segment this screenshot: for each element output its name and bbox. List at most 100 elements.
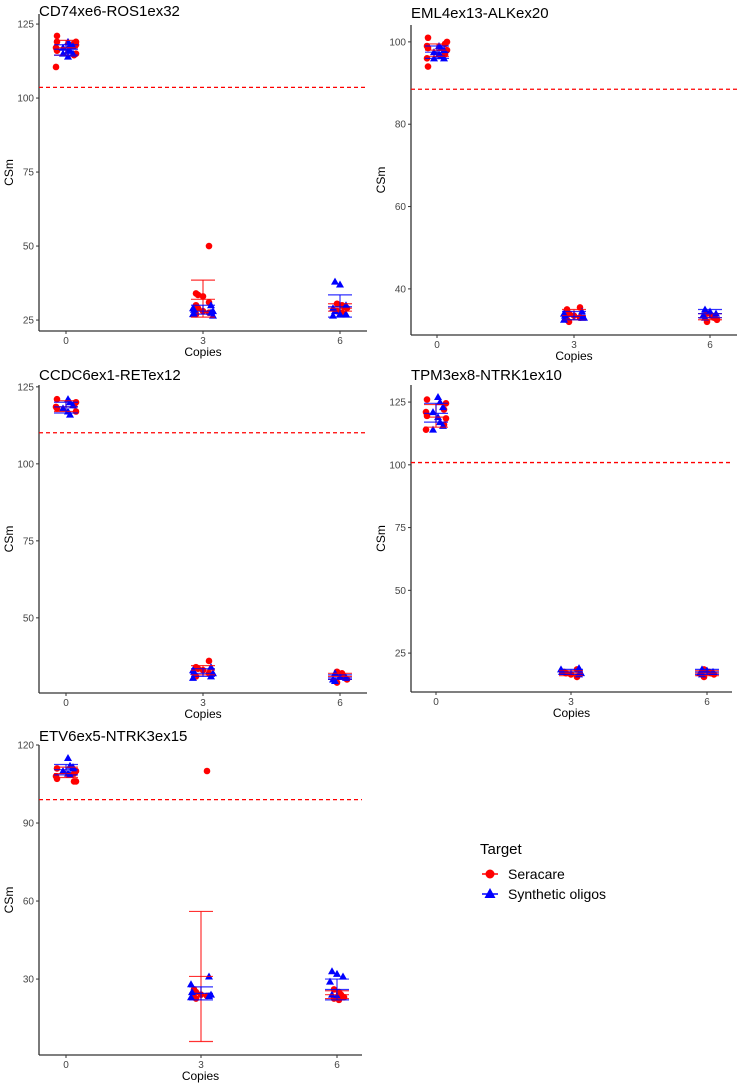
legend-label-synthetic-oligos: Synthetic oligos xyxy=(508,886,606,902)
y-axis-title: CSm xyxy=(2,159,16,186)
y-tick-label: 25 xyxy=(395,649,407,660)
x-tick-label: 6 xyxy=(704,697,710,708)
seracare-point xyxy=(203,767,211,775)
synthetic-oligos-point xyxy=(59,767,67,775)
synthetic-oligos-point xyxy=(331,277,339,285)
x-axis-title: Copies xyxy=(553,706,590,720)
synthetic-oligos-point xyxy=(189,673,197,681)
seracare-point xyxy=(423,396,431,403)
y-tick-label: 120 xyxy=(17,741,34,752)
synthetic-oligos-point xyxy=(578,313,586,321)
panel-title: CD74xe6-ROS1ex32 xyxy=(39,3,180,20)
x-axis-title: Copies xyxy=(555,349,592,363)
y-tick-label: 90 xyxy=(23,819,35,830)
legend: Target Seracare Synthetic oligos xyxy=(480,841,606,902)
synthetic-oligos-point xyxy=(439,403,447,411)
x-tick-label: 3 xyxy=(571,340,577,351)
seracare-point xyxy=(205,657,213,665)
synthetic-oligos-point xyxy=(64,754,72,762)
y-tick-label: 100 xyxy=(389,460,406,471)
seracare-point xyxy=(53,32,61,40)
panel-1: CD74xe6-ROS1ex32 25 50 75 100 125 0 3 6 Copies CSm xyxy=(2,3,367,359)
y-tick-label: 100 xyxy=(17,94,34,105)
seracare-point xyxy=(70,778,78,785)
panel-4: TPM3ex8-NTRK1ex10 25 50 75 100 125 0 3 6 Copies CS… xyxy=(374,367,732,720)
y-tick-label: 50 xyxy=(23,242,35,253)
y-tick-label: 125 xyxy=(17,20,34,31)
x-tick-label: 6 xyxy=(337,698,343,709)
seracare-point xyxy=(205,242,213,250)
legend-circle-icon xyxy=(485,869,495,879)
y-axis-title: CSm xyxy=(374,167,388,194)
x-tick-label: 3 xyxy=(568,697,574,708)
synthetic-oligos-point xyxy=(429,425,437,433)
y-tick-label: 100 xyxy=(17,459,34,470)
seracare-point xyxy=(53,38,61,46)
synthetic-oligos-point xyxy=(205,991,213,999)
y-tick-label: 60 xyxy=(395,202,407,213)
x-tick-label: 0 xyxy=(434,340,440,351)
legend-item-seracare: Seracare xyxy=(482,866,565,882)
y-tick-label: 125 xyxy=(389,398,406,409)
x-tick-label: 3 xyxy=(200,336,206,347)
synthetic-oligos-point xyxy=(434,393,442,401)
panel-2: EML4ex13-ALKex20 40 60 80 100 0 3 6 Copies CSm xyxy=(374,5,737,363)
y-tick-label: 50 xyxy=(23,613,35,624)
panel-3: CCDC6ex1-RETex12 50 75 100 125 0 3 6 Copies CSm xyxy=(2,367,367,721)
synthetic-oligos-point xyxy=(66,410,74,418)
panel-title: TPM3ex8-NTRK1ex10 xyxy=(411,367,562,384)
synthetic-oligos-point xyxy=(331,676,339,684)
x-tick-label: 0 xyxy=(63,336,69,347)
synthetic-oligos-point xyxy=(326,977,334,985)
x-tick-label: 0 xyxy=(433,697,439,708)
x-tick-label: 6 xyxy=(334,1060,340,1071)
x-tick-label: 0 xyxy=(63,698,69,709)
y-tick-label: 30 xyxy=(23,975,35,986)
x-axis-title: Copies xyxy=(184,345,221,359)
seracare-point xyxy=(424,34,432,42)
seracare-point xyxy=(52,63,60,71)
seracare-point xyxy=(53,765,61,772)
y-tick-label: 50 xyxy=(395,586,407,597)
seracare-point xyxy=(424,63,432,70)
x-tick-label: 0 xyxy=(63,1060,69,1071)
legend-label-seracare: Seracare xyxy=(508,866,565,882)
y-tick-label: 75 xyxy=(395,523,407,534)
synthetic-oligos-point xyxy=(336,280,344,288)
legend-item-synthetic-oligos: Synthetic oligos xyxy=(482,886,606,902)
legend-title: Target xyxy=(480,841,523,858)
synthetic-oligos-point xyxy=(187,980,195,988)
x-axis-title: Copies xyxy=(182,1069,219,1083)
seracare-point xyxy=(442,415,450,422)
seracare-point xyxy=(53,775,61,783)
synthetic-oligos-point xyxy=(328,967,336,975)
synthetic-oligos-point xyxy=(64,52,72,60)
x-axis-title: Copies xyxy=(184,707,221,721)
y-axis-title: CSm xyxy=(2,526,16,553)
seracare-point xyxy=(53,395,61,403)
y-tick-label: 40 xyxy=(395,284,407,295)
seracare-point xyxy=(53,405,61,412)
y-tick-label: 60 xyxy=(23,897,35,908)
y-tick-label: 75 xyxy=(23,536,35,547)
x-tick-label: 3 xyxy=(198,1060,204,1071)
x-tick-label: 3 xyxy=(200,698,206,709)
panel-5: ETV6ex5-NTRK3ex15 30 60 90 120 0 3 6 Copies CSm xyxy=(2,728,362,1083)
synthetic-oligos-point xyxy=(187,993,195,1001)
x-tick-label: 6 xyxy=(707,340,713,351)
seracare-point xyxy=(422,426,430,433)
y-tick-label: 125 xyxy=(17,382,34,393)
synthetic-oligos-point xyxy=(59,404,67,412)
y-tick-label: 80 xyxy=(395,120,407,131)
y-tick-label: 75 xyxy=(23,168,35,179)
y-axis-title: CSm xyxy=(2,887,16,914)
x-tick-label: 6 xyxy=(337,336,343,347)
panel-title: CCDC6ex1-RETex12 xyxy=(39,367,181,384)
synthetic-oligos-point xyxy=(333,969,341,977)
y-tick-label: 25 xyxy=(23,316,35,327)
synthetic-oligos-point xyxy=(342,310,350,318)
synthetic-oligos-point xyxy=(339,972,347,980)
y-axis-title: CSm xyxy=(374,525,388,552)
seracare-point xyxy=(194,291,202,299)
